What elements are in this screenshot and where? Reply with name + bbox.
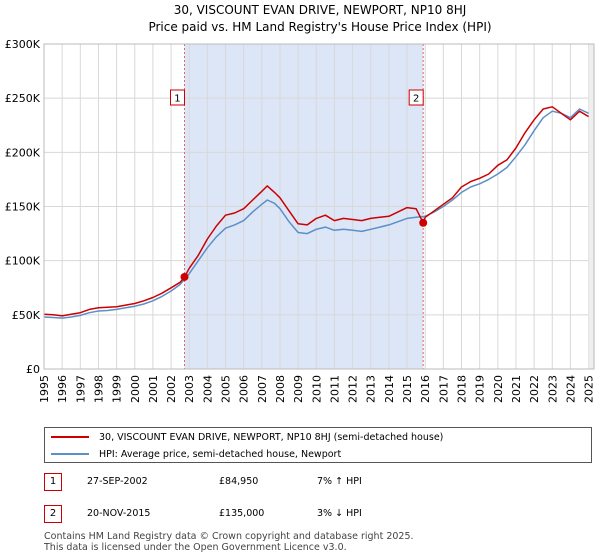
x-tick-label: 1997 [74,375,87,403]
sale-marker-label-1: 1 [174,94,180,105]
x-tick-label: 2013 [365,375,378,403]
chart-legend: 30, VISCOUNT EVAN DRIVE, NEWPORT, NP10 8… [44,427,592,463]
x-tick-label: 2003 [183,375,196,403]
sale-row-1: 1 27-SEP-2002 £84,950 7% ↑ HPI [44,473,592,493]
x-tick-label: 2006 [238,375,251,403]
x-tick-label: 2001 [147,375,160,403]
price-paid-line [43,106,589,317]
attribution: Contains HM Land Registry data © Crown c… [44,531,414,553]
x-tick-label: 2020 [492,375,505,403]
x-tick-label: 2021 [510,375,523,403]
x-tick-label: 2008 [274,375,287,403]
x-tick-label: 2015 [401,375,414,403]
plot-border [43,43,595,370]
legend-item-hpi: HPI: Average price, semi-detached house,… [51,447,341,461]
legend-label-property: 30, VISCOUNT EVAN DRIVE, NEWPORT, NP10 8… [99,431,444,443]
x-tick-label: 2018 [455,375,468,403]
x-tick-label: 2000 [129,375,142,403]
sale-marker-box-1 [169,89,185,106]
x-tick-label: 1995 [38,375,51,403]
x-tick-label: 2019 [474,375,487,403]
legend-swatch-hpi [51,453,89,455]
x-tick-label: 2014 [383,375,396,403]
sale-date-2: 20-NOV-2015 [87,508,151,519]
chart-title: 30, VISCOUNT EVAN DRIVE, NEWPORT, NP10 8… [174,3,467,17]
y-tick-label: £300K [5,38,41,51]
x-tick-label: 2009 [292,375,305,403]
x-tick-label: 2007 [256,375,269,403]
legend-label-hpi: HPI: Average price, semi-detached house,… [99,448,342,460]
y-tick-label: £0 [26,363,40,376]
attribution-line-1: Contains HM Land Registry data © Crown c… [44,531,414,542]
sale-badge-2: 2 [44,505,62,523]
x-tick-label: 2023 [546,375,559,403]
sale-badge-1: 1 [44,473,62,491]
hpi-line [43,108,589,319]
attribution-line-2: This data is licensed under the Open Gov… [44,542,347,553]
sale-point-2 [419,218,428,227]
x-tick-label: 1996 [56,375,69,403]
sale-price-1: £84,950 [219,476,259,487]
x-tick-label: 2010 [310,375,323,403]
x-tick-label: 2024 [564,375,577,403]
sale-hpi-1: 7% ↑ HPI [317,476,362,487]
x-tick-label: 1999 [111,375,124,403]
legend-item-property: 30, VISCOUNT EVAN DRIVE, NEWPORT, NP10 8… [51,430,443,444]
y-tick-label: £200K [5,146,41,159]
y-tick-label: £250K [5,92,41,105]
sale-row-2: 2 20-NOV-2015 £135,000 3% ↓ HPI [44,505,592,525]
sale-marker-box-2 [408,89,424,106]
price-chart: 30, VISCOUNT EVAN DRIVE, NEWPORT, NP10 8… [5,3,596,403]
x-tick-label: 2011 [328,375,341,403]
x-tick-label: 2025 [583,375,596,403]
future-region [588,44,594,369]
x-tick-label: 2012 [347,375,360,403]
sale-hpi-2: 3% ↓ HPI [317,508,362,519]
x-tick-label: 2005 [220,375,233,403]
y-tick-label: £100K [5,255,41,268]
y-tick-label: £150K [5,201,41,214]
x-tick-label: 2004 [201,375,214,403]
x-tick-label: 2016 [419,375,432,403]
sale-price-2: £135,000 [219,508,265,519]
sale-date-1: 27-SEP-2002 [87,476,148,487]
legend-swatch-property [51,436,89,438]
x-tick-label: 1998 [92,375,105,403]
x-tick-label: 2022 [528,375,541,403]
x-tick-label: 2002 [165,375,178,403]
chart-subtitle: Price paid vs. HM Land Registry's House … [148,20,491,34]
y-tick-label: £50K [12,309,41,322]
x-tick-label: 2017 [437,375,450,403]
sale-point-1 [180,272,189,281]
sale-marker-label-2: 2 [413,94,419,105]
